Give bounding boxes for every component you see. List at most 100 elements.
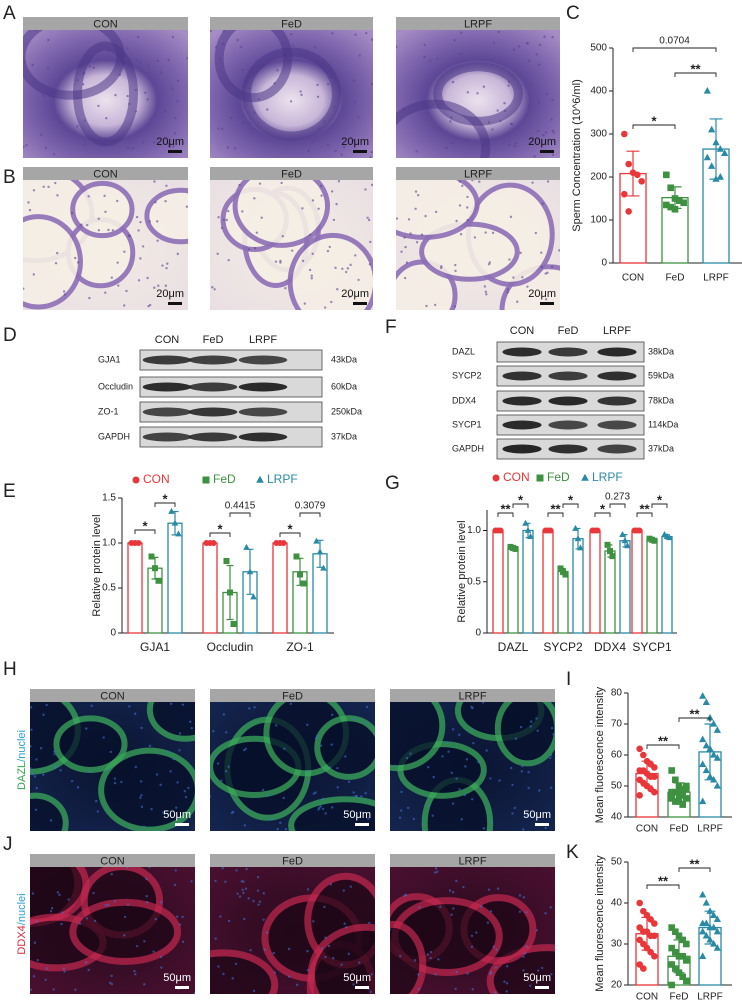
nucleus — [126, 903, 130, 906]
significance-label: ** — [639, 501, 650, 516]
nucleus — [220, 226, 224, 230]
nucleus — [56, 194, 59, 197]
image-header — [390, 854, 555, 867]
significance-bracket — [646, 744, 680, 749]
data-point — [708, 125, 716, 133]
nucleus — [415, 150, 418, 153]
data-point — [651, 537, 658, 544]
nucleus — [76, 96, 80, 100]
nucleus — [162, 811, 165, 814]
nucleus — [80, 223, 83, 227]
nucleus — [505, 965, 509, 968]
image-header — [210, 689, 375, 702]
nucleus — [480, 905, 483, 908]
nucleus — [433, 871, 437, 874]
y-tick-label: 40 — [611, 898, 623, 909]
significance-label: * — [217, 521, 223, 536]
nucleus — [494, 966, 497, 969]
x-tick-label: ZO-1 — [286, 640, 314, 654]
image-label: LRPF — [458, 690, 486, 702]
nucleus — [396, 45, 398, 49]
nucleus — [137, 229, 140, 232]
nucleus — [450, 913, 453, 916]
nucleus — [418, 906, 421, 909]
nucleus — [406, 806, 410, 810]
nucleus — [113, 777, 117, 780]
nucleus — [104, 291, 107, 294]
nucleus — [544, 298, 548, 301]
nucleus — [211, 286, 214, 289]
nucleus — [30, 745, 32, 748]
nucleus — [396, 217, 399, 220]
nucleus — [306, 968, 310, 972]
bar — [619, 540, 631, 634]
nucleus — [276, 69, 279, 72]
image-header — [210, 17, 373, 30]
nucleus — [475, 931, 478, 934]
nucleus — [70, 211, 74, 215]
nucleus — [103, 194, 106, 198]
nucleus — [354, 33, 357, 36]
panel-label: G — [385, 473, 400, 494]
nucleus — [97, 228, 101, 232]
blot-band — [502, 420, 542, 430]
nucleus — [550, 973, 553, 976]
nucleus — [42, 773, 45, 776]
data-point — [699, 952, 707, 959]
nucleus — [31, 63, 34, 67]
nucleus — [330, 743, 333, 746]
nucleus — [523, 952, 527, 955]
nucleus — [328, 766, 332, 769]
scale-bar-label: 50μm — [523, 809, 551, 821]
panel-label: F — [385, 317, 397, 338]
nucleus — [300, 93, 303, 97]
data-point — [702, 919, 710, 927]
data-point — [699, 797, 707, 805]
nucleus — [88, 65, 92, 68]
nucleus — [123, 304, 126, 307]
nucleus — [174, 116, 177, 120]
data-point — [155, 577, 162, 584]
nucleus — [497, 30, 500, 34]
nucleus — [166, 262, 169, 265]
nucleus — [95, 799, 98, 803]
nucleus — [243, 105, 246, 109]
significance-label: ** — [550, 501, 561, 516]
data-point — [651, 773, 658, 780]
nucleus — [243, 824, 247, 827]
scale-bar — [175, 986, 189, 989]
nucleus — [74, 988, 77, 991]
nucleus — [307, 782, 310, 785]
nucleus — [334, 266, 337, 270]
legend-label: CON — [503, 470, 530, 484]
nucleus — [116, 199, 119, 203]
nucleus — [449, 120, 452, 123]
nucleus — [260, 216, 263, 219]
tubule — [53, 715, 128, 773]
stain-part: DAZL — [16, 762, 28, 790]
nucleus — [220, 779, 223, 782]
nucleus — [409, 752, 412, 755]
nucleus — [226, 146, 230, 149]
nucleus — [44, 146, 47, 150]
nucleus — [93, 919, 97, 923]
nucleus — [478, 180, 481, 183]
nucleus — [222, 30, 226, 33]
nucleus — [460, 818, 463, 821]
nucleus — [352, 139, 356, 142]
nucleus — [146, 98, 149, 101]
nucleus — [153, 180, 156, 183]
nucleus — [247, 897, 250, 900]
tubule — [69, 898, 182, 965]
nucleus — [327, 944, 331, 948]
nucleus — [368, 263, 372, 266]
nucleus — [319, 184, 323, 188]
significance-label: 0.3079 — [295, 501, 326, 512]
nucleus — [165, 184, 168, 187]
data-point — [223, 558, 230, 564]
x-tick-label: CON — [622, 273, 644, 284]
scale-bar-label: 20μm — [156, 288, 184, 300]
nucleus — [144, 91, 147, 94]
nucleus — [307, 149, 310, 153]
nucleus — [471, 798, 474, 801]
